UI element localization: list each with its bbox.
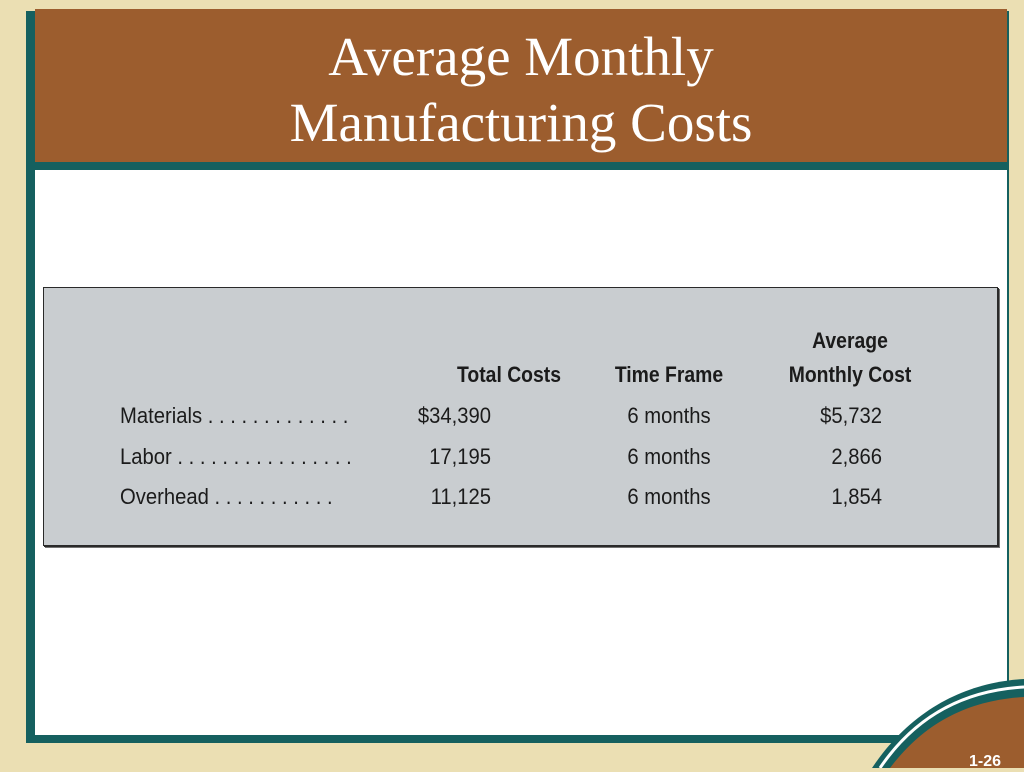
header-total-costs: Total Costs <box>457 362 561 387</box>
cell-time-frame-materials: 6 months <box>627 403 711 428</box>
slide-title: Average Monthly Manufacturing Costs <box>35 24 1007 156</box>
title-band <box>35 9 1007 162</box>
slide-title-line-1: Average Monthly <box>328 26 714 87</box>
slide-title-line-2: Manufacturing Costs <box>289 92 753 153</box>
cell-monthly-overhead: 1,854 <box>831 484 882 509</box>
title-divider <box>26 162 1009 170</box>
slide-number: 1-26 <box>968 753 1002 770</box>
row-label-overhead: Overhead . . . . . . . . . . . <box>120 484 333 509</box>
header-average-monthly-cost-line-2: Monthly Cost <box>788 362 912 387</box>
cell-total-materials: $34,390 <box>417 403 491 428</box>
header-average-monthly-cost-line-1: Average <box>812 328 888 353</box>
row-label-labor: Labor . . . . . . . . . . . . . . . . <box>120 444 352 469</box>
cost-table: Total Costs Time Frame Average Monthly C… <box>43 287 998 546</box>
cell-time-frame-labor: 6 months <box>627 444 711 469</box>
cell-time-frame-overhead: 6 months <box>627 484 711 509</box>
cell-monthly-labor: 2,866 <box>831 444 882 469</box>
cell-monthly-materials: $5,732 <box>820 403 882 428</box>
row-label-materials: Materials . . . . . . . . . . . . . <box>120 403 349 428</box>
cell-total-overhead: 11,125 <box>430 484 491 509</box>
header-time-frame: Time Frame <box>614 362 724 387</box>
cell-total-labor: 17,195 <box>429 444 491 469</box>
